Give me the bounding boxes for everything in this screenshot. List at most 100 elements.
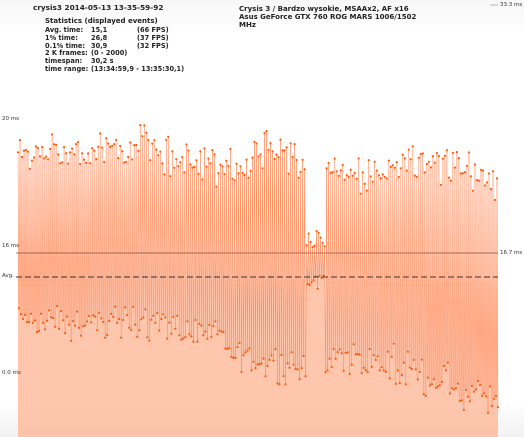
- frametime-point: [230, 355, 233, 358]
- frametime-points: [16, 124, 500, 414]
- frametime-point: [223, 172, 226, 176]
- stats-extra: (32 FPS): [137, 41, 169, 50]
- frametime-point: [67, 162, 70, 165]
- frametime-point: [290, 351, 293, 354]
- frametime-point: [360, 372, 363, 375]
- frametime-point: [473, 163, 477, 166]
- frametime-point: [250, 369, 253, 372]
- frametime-point: [115, 139, 118, 142]
- frametime-point: [291, 155, 294, 159]
- frametime-point: [341, 163, 344, 167]
- frametime-point: [65, 152, 68, 155]
- frametime-line: [17, 125, 499, 413]
- frametime-point: [288, 366, 291, 369]
- frametime-point: [130, 328, 133, 331]
- frametime-point: [374, 358, 377, 362]
- frametime-point: [406, 350, 409, 353]
- frametime-point: [17, 307, 21, 310]
- frametime-point: [140, 318, 143, 321]
- frametime-point: [26, 150, 30, 153]
- frametime-point: [415, 175, 418, 178]
- frametime-point: [194, 318, 197, 322]
- frametime-point: [304, 375, 307, 378]
- frametime-point: [128, 326, 131, 329]
- frametime-point: [96, 329, 99, 332]
- frametime-point: [79, 162, 82, 165]
- frametime-point: [382, 369, 385, 372]
- frametime-point: [373, 160, 376, 163]
- frametime-point: [121, 150, 124, 153]
- frametime-point: [309, 240, 312, 243]
- frametime-point: [326, 369, 329, 372]
- frametime-point: [427, 160, 430, 163]
- frametime-point: [73, 153, 76, 156]
- frametime-point: [338, 348, 341, 351]
- frametime-point: [345, 174, 348, 177]
- frametime-point: [243, 173, 246, 177]
- frametime-point: [161, 162, 164, 165]
- frametime-point: [53, 143, 56, 146]
- frametime-point: [182, 337, 185, 340]
- frametime-point: [308, 283, 311, 286]
- frametime-point: [433, 161, 436, 164]
- frametime-point: [153, 139, 156, 142]
- frametime-point: [385, 177, 388, 180]
- frametime-point: [109, 145, 112, 149]
- frametime-point: [334, 357, 337, 360]
- frametime-point: [212, 324, 215, 328]
- frametime-point: [324, 371, 327, 374]
- frametime-point: [419, 152, 422, 156]
- frametime-point: [259, 153, 262, 156]
- frametime-point: [24, 148, 28, 151]
- frametime-point: [379, 177, 382, 180]
- frametime-point: [378, 369, 381, 372]
- frametime-point: [285, 146, 288, 149]
- frametime-point: [380, 366, 383, 369]
- frametime-point: [135, 143, 138, 147]
- frametime-point: [82, 325, 85, 328]
- frametime-point: [428, 384, 431, 387]
- frametime-point: [318, 274, 321, 277]
- frametime-point: [44, 328, 47, 331]
- frametime-point: [77, 141, 80, 144]
- frametime-point: [459, 172, 462, 175]
- frametime-point: [228, 347, 231, 350]
- frametime-point: [183, 171, 186, 174]
- frametime-point: [16, 151, 20, 154]
- stats-value: 15,1: [91, 26, 108, 34]
- frametime-point: [217, 172, 220, 175]
- frametime-point: [452, 388, 455, 391]
- frametime-point: [118, 317, 121, 321]
- frametime-point: [313, 244, 316, 247]
- frametime-point: [48, 309, 51, 312]
- frametime-point: [226, 347, 229, 350]
- frametime-point: [235, 162, 238, 165]
- frametime-point: [372, 354, 375, 357]
- frametime-point: [89, 162, 92, 165]
- frametime-point: [297, 176, 300, 179]
- frametime-point: [456, 382, 459, 385]
- frametime-point: [447, 176, 450, 179]
- frametime-point: [353, 171, 356, 175]
- frametime-point: [321, 241, 324, 244]
- frametime-point: [225, 159, 228, 162]
- frametime-point: [218, 329, 221, 332]
- frametime-point: [100, 317, 103, 320]
- frametime-point: [295, 158, 298, 162]
- frametime-point: [177, 165, 180, 168]
- frametime-point: [122, 318, 125, 322]
- frametime-point: [337, 174, 340, 177]
- frametime-point: [491, 170, 495, 173]
- frametime-point: [300, 367, 303, 370]
- frametime-point: [205, 165, 208, 168]
- frametime-point: [159, 150, 162, 153]
- axis-label-top-right: 33.3 ms: [500, 2, 523, 8]
- frametime-point: [56, 304, 59, 308]
- frametime-point: [331, 170, 334, 174]
- frametime-point: [186, 320, 189, 323]
- frametime-point: [404, 383, 407, 386]
- frametime-point: [454, 387, 457, 390]
- frametime-point: [23, 313, 27, 316]
- frametime-point: [238, 341, 241, 345]
- frametime-point: [76, 310, 79, 313]
